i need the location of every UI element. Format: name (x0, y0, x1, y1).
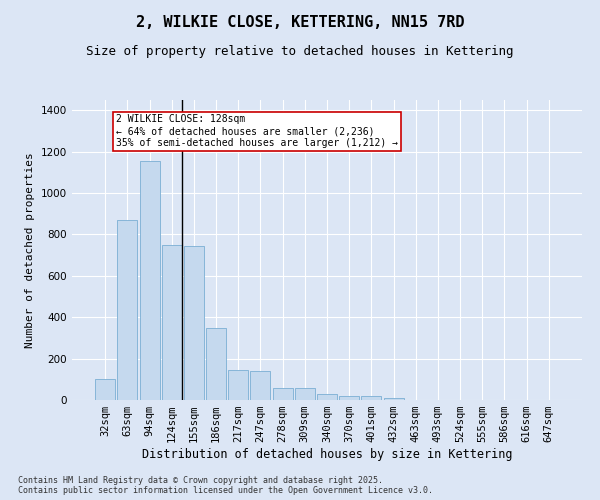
Text: 2 WILKIE CLOSE: 128sqm
← 64% of detached houses are smaller (2,236)
35% of semi-: 2 WILKIE CLOSE: 128sqm ← 64% of detached… (116, 114, 398, 148)
Bar (361, 396, 382, 400)
Bar (95, 380, 115, 400)
Bar (272, 388, 293, 400)
Y-axis label: Number of detached properties: Number of detached properties (25, 152, 35, 348)
Bar (383, 398, 404, 400)
Text: 2, WILKIE CLOSE, KETTERING, NN15 7RD: 2, WILKIE CLOSE, KETTERING, NN15 7RD (136, 15, 464, 30)
Bar (184, 246, 204, 400)
Bar (317, 394, 337, 400)
Bar (250, 371, 271, 400)
Text: Size of property relative to detached houses in Kettering: Size of property relative to detached ho… (86, 45, 514, 58)
Bar (118, 220, 137, 400)
Bar (206, 328, 226, 400)
Bar (339, 396, 359, 400)
Bar (162, 245, 182, 400)
X-axis label: Distribution of detached houses by size in Kettering: Distribution of detached houses by size … (142, 448, 512, 461)
Bar (140, 161, 160, 400)
Text: Contains HM Land Registry data © Crown copyright and database right 2025.
Contai: Contains HM Land Registry data © Crown c… (18, 476, 433, 495)
Bar (295, 388, 315, 400)
Bar (228, 370, 248, 400)
